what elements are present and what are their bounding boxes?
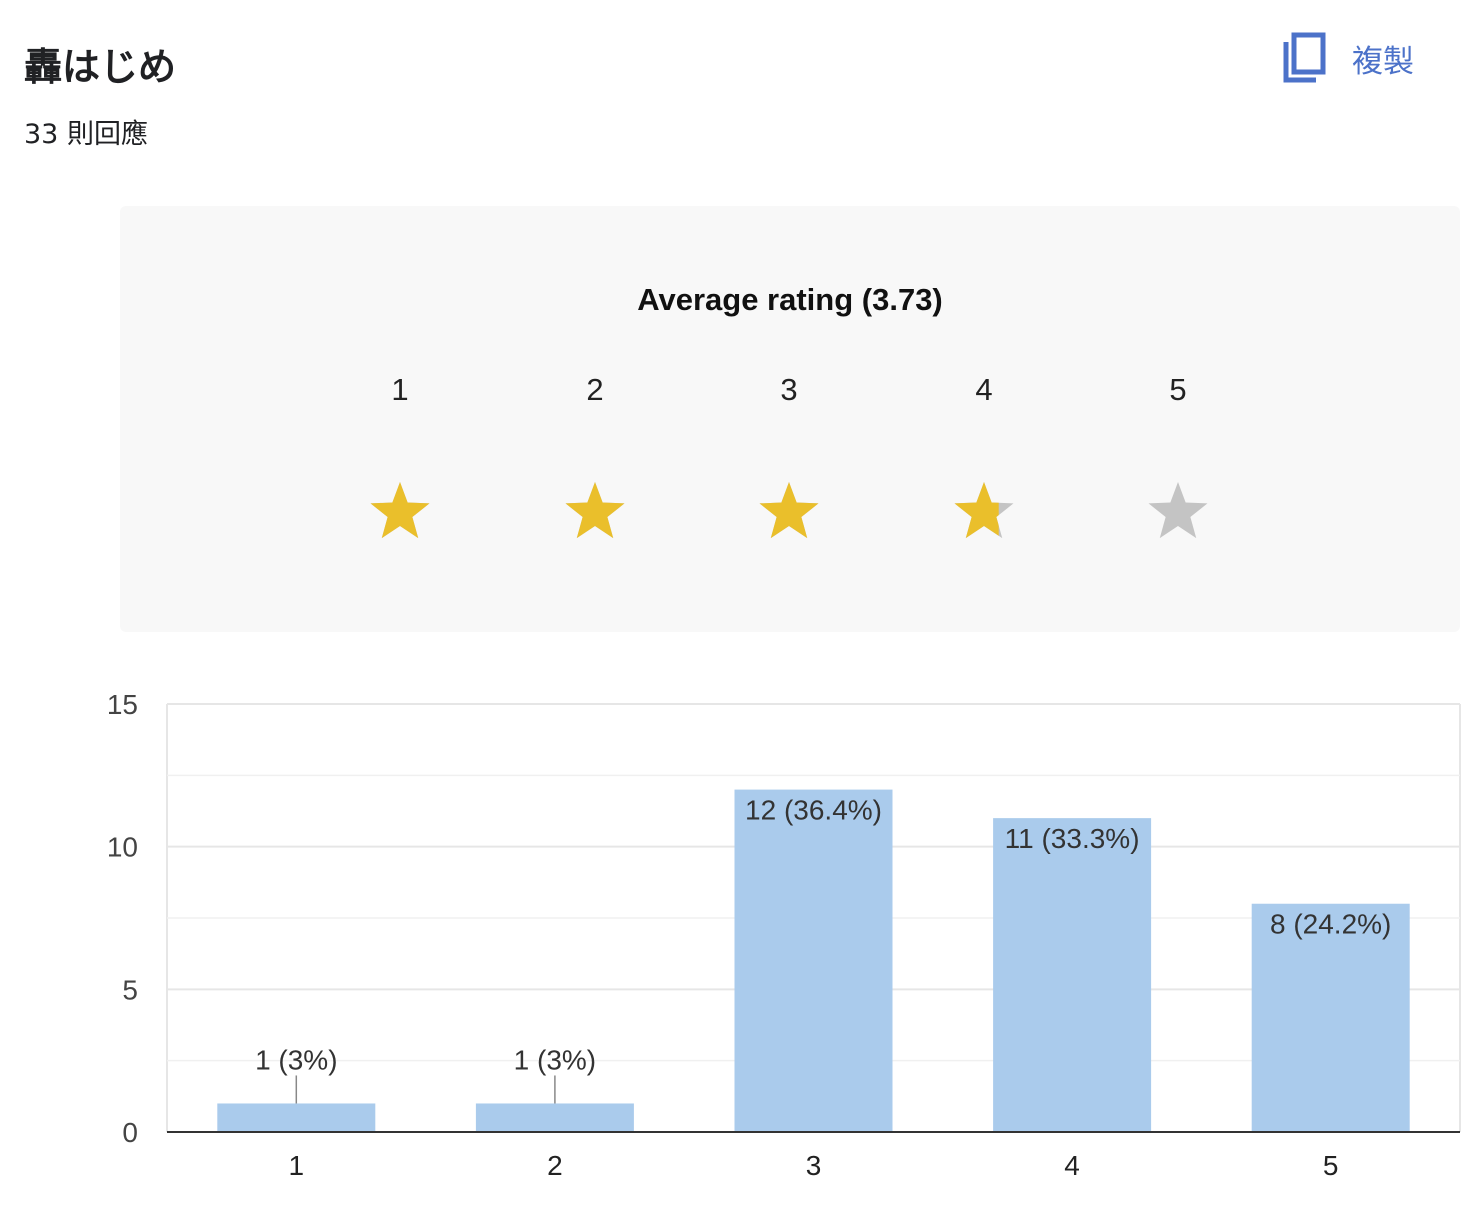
rating-star-1: 1 xyxy=(340,370,460,542)
x-tick-label: 5 xyxy=(1323,1150,1339,1181)
x-tick-label: 2 xyxy=(547,1150,563,1181)
x-tick-label: 1 xyxy=(289,1150,305,1181)
data-label: 8 (24.2%) xyxy=(1270,909,1391,940)
rating-star-3: 3 xyxy=(729,370,849,542)
x-tick-label: 3 xyxy=(806,1150,822,1181)
bar xyxy=(1251,903,1410,1132)
copy-button[interactable]: 複製 xyxy=(1282,30,1414,86)
average-rating-panel: Average rating (3.73) 1 2 3 4 5 xyxy=(120,206,1460,632)
data-label: 11 (33.3%) xyxy=(1005,823,1140,854)
star-number: 1 xyxy=(391,372,409,407)
star-number: 5 xyxy=(1169,372,1187,407)
bar xyxy=(993,818,1152,1132)
star-number: 2 xyxy=(586,372,604,407)
star-number: 4 xyxy=(975,372,993,407)
rating-star-2: 2 xyxy=(535,370,655,542)
bar xyxy=(734,789,893,1132)
response-count: 33 則回應 xyxy=(24,119,148,150)
y-tick-label: 10 xyxy=(107,832,138,863)
rating-star-4: 4 xyxy=(924,370,1044,542)
x-tick-label: 4 xyxy=(1064,1150,1080,1181)
copy-icon xyxy=(1282,32,1326,84)
star-icon xyxy=(370,482,430,539)
star-icon xyxy=(954,482,1014,539)
data-label: 1 (3%) xyxy=(514,1044,596,1075)
question-title: 轟はじめ xyxy=(24,45,177,89)
y-tick-label: 15 xyxy=(107,689,138,720)
star-icon xyxy=(565,482,625,539)
star-icon xyxy=(759,482,819,539)
copy-label: 複製 xyxy=(1352,43,1414,80)
star-icon xyxy=(1148,482,1208,539)
data-label: 12 (36.4%) xyxy=(745,795,882,826)
star-number: 3 xyxy=(780,372,798,407)
average-rating-title: Average rating (3.73) xyxy=(637,282,943,317)
bar xyxy=(475,1103,634,1132)
y-tick-label: 5 xyxy=(122,974,138,1005)
bar xyxy=(217,1103,376,1132)
y-tick-label: 0 xyxy=(122,1117,138,1148)
rating-distribution-chart: 0 5 10 15 1 (3%) 1 1 (3%) 2 12 (36.4%) 3 11 (33.3%… xyxy=(107,689,1461,1181)
rating-star-5: 5 xyxy=(1118,370,1238,542)
data-label: 1 (3%) xyxy=(255,1044,337,1075)
